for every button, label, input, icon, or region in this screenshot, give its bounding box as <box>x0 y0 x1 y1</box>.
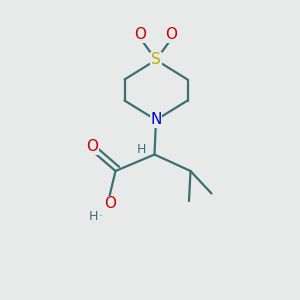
Text: ·: · <box>99 211 102 221</box>
Text: O: O <box>86 139 98 154</box>
Text: H: H <box>88 210 98 223</box>
Text: S: S <box>151 52 161 68</box>
Text: O: O <box>166 27 178 42</box>
Text: H: H <box>137 142 147 156</box>
Text: O: O <box>134 27 146 42</box>
Text: O: O <box>104 196 116 211</box>
Text: N: N <box>150 112 162 128</box>
